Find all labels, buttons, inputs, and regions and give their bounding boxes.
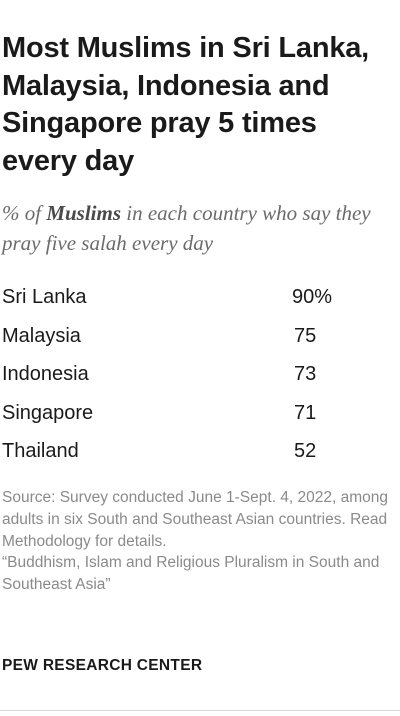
chart-subtitle: % of Muslims in each country who say the… <box>2 198 398 258</box>
table-row: Thailand 52 <box>2 432 398 471</box>
country-label: Indonesia <box>2 363 89 385</box>
value-label: 52 <box>294 440 317 462</box>
subtitle-emphasis: Muslims <box>46 201 122 225</box>
source-note: Source: Survey conducted June 1-Sept. 4,… <box>2 487 398 596</box>
data-table: Sri Lanka 90% Malaysia 75 Indonesia 73 Singapo… <box>2 278 398 471</box>
bottom-divider <box>0 710 400 711</box>
chart-title: Most Muslims in Sri Lanka, Malaysia, Ind… <box>2 32 370 177</box>
report-title: “Buddhism, Islam and Religious Pluralism… <box>2 554 380 594</box>
organization-logo-text: PEW RESEARCH CENTER <box>2 657 203 674</box>
country-label: Sri Lanka <box>2 286 87 308</box>
country-label: Thailand <box>2 440 79 462</box>
table-row: Indonesia 73 <box>2 355 398 394</box>
source-text: Source: Survey conducted June 1-Sept. 4,… <box>2 489 389 550</box>
value-label: 90% <box>292 286 333 308</box>
country-label: Singapore <box>2 401 94 424</box>
value-label: 75 <box>294 324 317 347</box>
table-row: Singapore 71 <box>2 394 398 433</box>
table-row: Sri Lanka 90% <box>2 278 398 317</box>
subtitle-prefix: % of <box>2 201 47 225</box>
value-label: 71 <box>294 401 317 424</box>
country-label: Malaysia <box>2 324 81 347</box>
table-row: Malaysia 75 <box>2 317 398 356</box>
value-label: 73 <box>294 363 317 385</box>
subtitle-suffix: in each country who say they pray five s… <box>2 201 371 255</box>
